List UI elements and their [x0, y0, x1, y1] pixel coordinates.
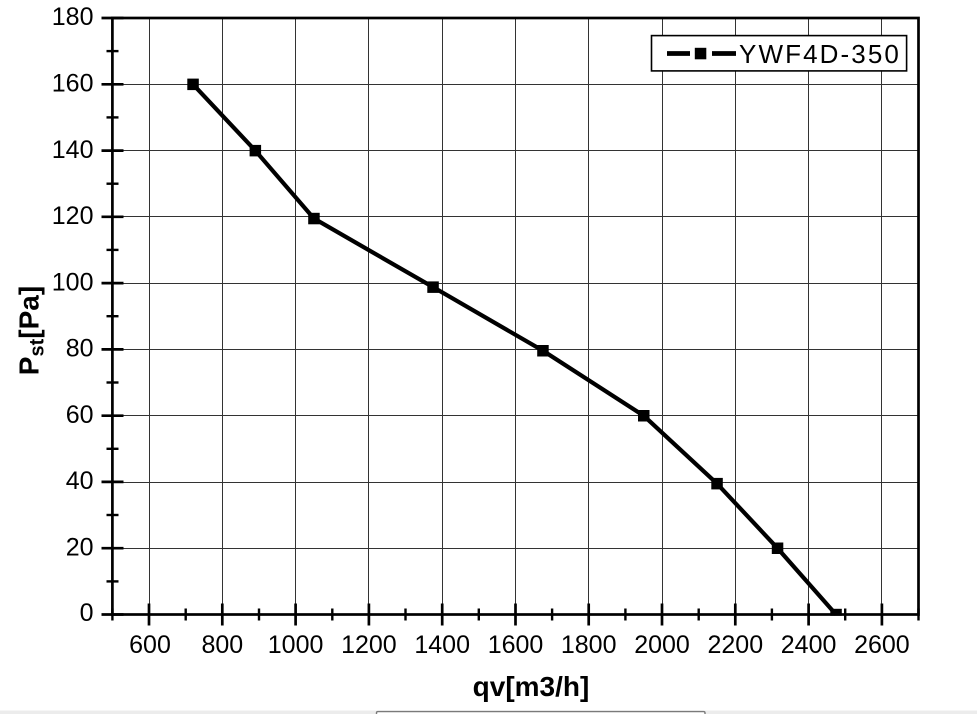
svg-text:0: 0 [80, 599, 94, 627]
svg-text:qv[m3/h]: qv[m3/h] [473, 671, 590, 702]
svg-text:600: 600 [129, 631, 171, 659]
svg-text:YWF4D-350: YWF4D-350 [739, 39, 901, 69]
svg-text:2200: 2200 [707, 631, 763, 659]
svg-text:1000: 1000 [268, 631, 324, 659]
svg-text:2600: 2600 [854, 631, 910, 659]
svg-text:80: 80 [66, 335, 94, 363]
svg-text:Pst[Pa]: Pst[Pa] [14, 286, 49, 375]
svg-text:120: 120 [52, 202, 94, 230]
svg-text:2000: 2000 [634, 631, 690, 659]
svg-text:1800: 1800 [561, 631, 617, 659]
svg-text:2400: 2400 [781, 631, 837, 659]
svg-text:1200: 1200 [341, 631, 397, 659]
svg-text:1600: 1600 [488, 631, 544, 659]
svg-text:40: 40 [66, 467, 94, 495]
svg-text:160: 160 [52, 70, 94, 98]
svg-text:180: 180 [52, 3, 94, 31]
svg-text:140: 140 [52, 136, 94, 164]
svg-text:800: 800 [201, 631, 243, 659]
svg-text:100: 100 [52, 268, 94, 296]
svg-text:60: 60 [66, 401, 94, 429]
svg-text:1400: 1400 [414, 631, 470, 659]
svg-text:20: 20 [66, 533, 94, 561]
